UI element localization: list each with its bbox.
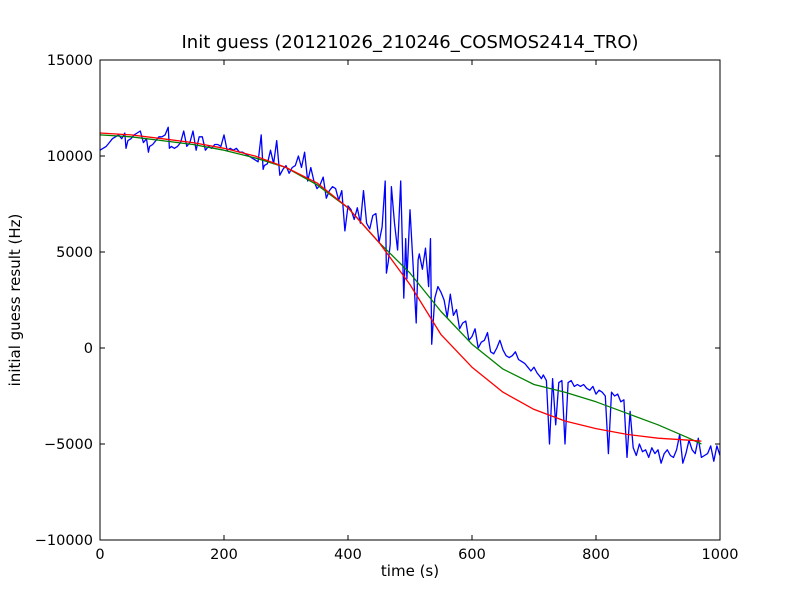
x-tick-label: 800 <box>582 547 610 563</box>
y-tick-label: 15000 <box>47 53 93 69</box>
series-line-1 <box>99 126 721 464</box>
plot-frame <box>99 59 721 541</box>
x-tick-label: 600 <box>458 547 486 563</box>
x-tick-label: 200 <box>210 547 238 563</box>
tick-layer: 0 200 400 600 800 1000 −10000 −5000 0 5000 10000 15… <box>35 53 739 563</box>
x-tick-label: 1000 <box>702 547 739 563</box>
y-tick-label: −10000 <box>35 533 93 549</box>
chart-title: Init guess (20121026_210246_COSMOS2414_T… <box>181 32 638 53</box>
x-axis-label: time (s) <box>381 562 439 580</box>
y-tick-label: 0 <box>84 341 93 357</box>
series-line-3 <box>99 132 702 442</box>
y-axis-label: initial guess result (Hz) <box>6 214 24 387</box>
series-layer <box>99 126 721 464</box>
series-line-2 <box>99 134 702 445</box>
y-tick-label: 10000 <box>47 149 93 165</box>
y-tick-label: 5000 <box>56 245 93 261</box>
y-tick-label: −5000 <box>44 437 93 453</box>
x-tick-label: 0 <box>95 547 104 563</box>
x-tick-label: 400 <box>334 547 362 563</box>
